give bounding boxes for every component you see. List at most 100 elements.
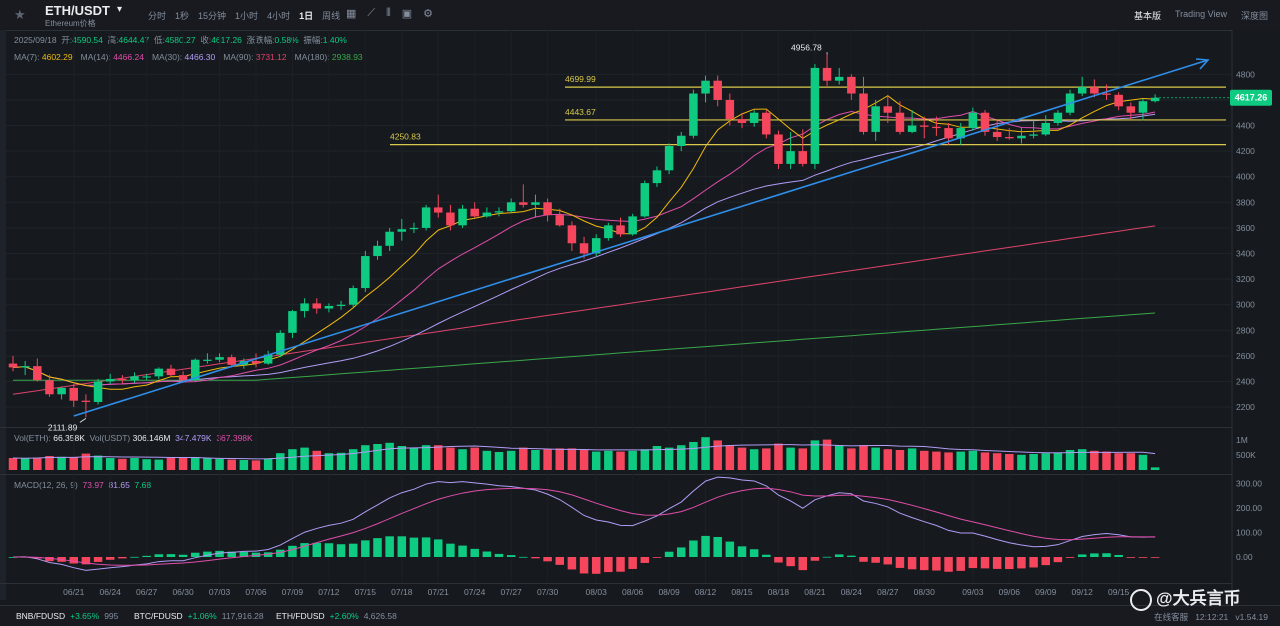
symbol-subtitle[interactable]: Ethereum价格 [45, 19, 96, 28]
volume-bar [312, 450, 321, 470]
volume-bar [166, 458, 176, 470]
amp-value: 1.40% [322, 35, 347, 45]
date-tick-label: 08/03 [586, 587, 608, 597]
candle-body [871, 106, 880, 132]
volume-bar [640, 449, 650, 470]
candle-body [373, 245, 382, 257]
ticker-item[interactable]: ETH/FDUSD +2.60% 4,626.58 [276, 611, 397, 621]
volume-bar [458, 449, 467, 470]
ticker-item[interactable]: BTC/FDUSD +1.06% 117,916.28 [134, 611, 264, 621]
interval-tab[interactable]: 1日 [299, 11, 314, 21]
candle-body [93, 381, 103, 402]
candle-body [1114, 94, 1123, 107]
view-tab[interactable]: Trading View [1174, 9, 1227, 19]
macd-histogram-bar [1126, 557, 1136, 558]
interval-tab[interactable]: 周线 [322, 11, 341, 21]
ticker-change: +1.06% [187, 611, 217, 621]
chart-tools: ▦ ⟋ ⫴ ▣ ⚙ [346, 7, 433, 20]
volume-bar [579, 450, 589, 470]
volume-bar [57, 456, 66, 470]
volume-bar [20, 458, 30, 470]
interval-tab[interactable]: 1秒 [175, 11, 190, 21]
interval-tab[interactable]: 1小时 [235, 11, 259, 21]
volume-bar [348, 449, 358, 470]
candle-body [1053, 112, 1063, 123]
date-tick-label: 07/21 [428, 587, 450, 597]
macd-histogram-bar [1017, 557, 1026, 569]
macd-histogram-bar [361, 540, 370, 557]
volume-bar [859, 445, 868, 470]
macd-histogram-bar [555, 557, 564, 565]
candle-body [1017, 135, 1026, 139]
volume-bar [385, 442, 394, 470]
volume-bar [446, 447, 455, 470]
settings-gear-icon[interactable]: ⚙ [423, 8, 434, 20]
pane-divider [0, 474, 1232, 475]
price-marker-label: 2111.89 [48, 422, 78, 432]
key-level-label: 4699.99 [565, 74, 596, 84]
volume-bar [409, 447, 419, 470]
volume-bar [1102, 451, 1111, 470]
macd-histogram-bar [1041, 557, 1050, 566]
volume-bar [288, 449, 297, 470]
candle-body [567, 225, 577, 244]
candle-body [968, 112, 978, 129]
macd-histogram-bar [434, 539, 443, 557]
vol-label: Vol(ETH): [14, 433, 51, 443]
date-tick-label: 07/27 [501, 587, 523, 597]
volume-bar [944, 452, 953, 470]
volume-tick-label: 1M [1236, 435, 1248, 445]
price-tick-label: 2600 [1236, 351, 1255, 361]
volume-bar [470, 447, 479, 470]
ma-label: MA(30): [151, 52, 185, 62]
interval-tabs: 分时 1秒 15分钟 1小时 4小时 1日 周线 [148, 9, 349, 22]
candle-body [482, 212, 492, 217]
ticker-price: 995 [104, 611, 119, 621]
view-tab[interactable]: 基本版 [1133, 11, 1161, 21]
key-level-label: 4250.83 [390, 132, 421, 142]
layout-icon[interactable]: ▣ [401, 8, 413, 20]
candle-body [652, 170, 662, 184]
trend-line [73, 59, 1209, 417]
candle-body [470, 208, 479, 217]
candle-type-icon[interactable]: ⫴ [386, 7, 391, 19]
draw-tool-icon[interactable]: ⟋ [367, 7, 376, 19]
indicator-icon[interactable]: ▦ [346, 8, 357, 20]
interval-tab[interactable]: 分时 [148, 11, 167, 21]
macd-histogram-bar [1090, 553, 1099, 557]
ticker-item[interactable]: BNB/FDUSD +3.65% 995 [16, 611, 118, 621]
candle-body [81, 400, 91, 402]
candle-body [142, 376, 151, 378]
macd-histogram-bar [45, 557, 54, 562]
candle-body [555, 215, 564, 226]
macd-histogram-bar [348, 543, 358, 557]
candle-body [348, 288, 358, 305]
ma90-line [12, 225, 1156, 395]
symbol-title[interactable]: ETH/USDT [45, 3, 110, 18]
view-tab[interactable]: 深度图 [1240, 11, 1268, 21]
volume-bar [45, 456, 54, 470]
candle-body [312, 303, 321, 309]
candle-body [701, 80, 710, 94]
macd-tick-label: 0.00 [1236, 552, 1253, 562]
macd-histogram-bar [701, 535, 710, 557]
macd-histogram-bar [506, 555, 516, 557]
price-tick-label: 3800 [1236, 197, 1255, 207]
macd-histogram-bar [616, 557, 625, 572]
price-tick-label: 3600 [1236, 223, 1255, 233]
chevron-down-icon[interactable]: ▾ [117, 4, 123, 15]
interval-tab[interactable]: 15分钟 [198, 11, 227, 21]
candle-body [762, 112, 771, 135]
macd-histogram-bar [446, 543, 455, 557]
favorite-star-icon[interactable]: ★ [14, 7, 26, 22]
volume-bar [482, 450, 492, 470]
candle-body [1126, 106, 1136, 113]
macd-dea: 81.65 [108, 480, 130, 490]
candle-body [859, 93, 868, 132]
support-link[interactable]: 在线客服 [1154, 612, 1189, 622]
interval-tab[interactable]: 4小时 [267, 11, 291, 21]
macd-histogram-bar [749, 549, 759, 557]
candle-body [847, 76, 856, 94]
volume-bar [713, 440, 722, 470]
